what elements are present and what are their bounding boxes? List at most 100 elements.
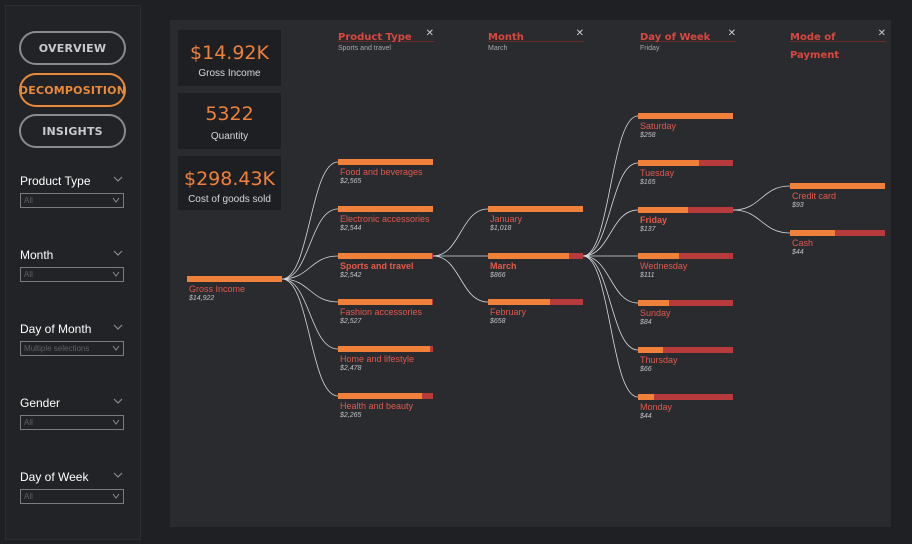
- close-icon[interactable]: ✕: [877, 28, 886, 39]
- slicer-dropdown[interactable]: All: [20, 193, 124, 208]
- node-label: Gross Income: [189, 284, 246, 294]
- node-label: Thursday: [640, 355, 678, 365]
- node-bar-fill: [638, 347, 663, 353]
- chevron-down-icon[interactable]: [112, 470, 124, 480]
- kpi-label: Gross Income: [198, 68, 261, 79]
- tree-link: [432, 255, 489, 303]
- node-value: $2,544: [340, 225, 362, 232]
- level-header-month[interactable]: Month ✕: [488, 27, 584, 43]
- slicer-dropdown[interactable]: Multiple selections: [20, 341, 124, 356]
- node-bar-fill: [638, 113, 733, 119]
- node-bar: [638, 253, 733, 259]
- node-value: $2,265: [340, 412, 362, 419]
- tree-link: [582, 255, 639, 351]
- chevron-down-icon[interactable]: [112, 396, 124, 406]
- slicer-label: Product Type: [20, 174, 91, 188]
- close-icon[interactable]: ✕: [425, 28, 434, 39]
- node-bar: [338, 159, 433, 165]
- node-label: February: [490, 307, 527, 317]
- tree-link: [281, 278, 339, 350]
- node-value: $866: [490, 272, 506, 279]
- insights-button[interactable]: INSIGHTS: [19, 114, 126, 148]
- tree-link: [582, 255, 639, 398]
- node-label: Food and beverages: [340, 167, 423, 177]
- node-bar: [338, 299, 433, 305]
- close-icon[interactable]: ✕: [575, 28, 584, 39]
- level-title: Day of Week: [640, 32, 711, 43]
- tree-link: [582, 115, 639, 257]
- node-value: $658: [490, 318, 506, 325]
- level-title: Month: [488, 32, 524, 43]
- chevron-down-icon[interactable]: [112, 174, 124, 184]
- dropdown-arrow-icon: [112, 493, 120, 499]
- node-label: January: [490, 214, 523, 224]
- tree-connectors: [281, 115, 791, 398]
- node-value: $165: [640, 179, 656, 186]
- node-bar: [638, 347, 733, 353]
- slicer-dropdown[interactable]: All: [20, 489, 124, 504]
- node-bar: [638, 394, 733, 400]
- node-bar: [488, 299, 583, 305]
- slicer-dropdown[interactable]: All: [20, 415, 124, 430]
- node-value: $2,542: [340, 272, 362, 279]
- node-bar: [790, 183, 885, 189]
- tree-link: [281, 278, 339, 397]
- kpi-value: $14.92K: [190, 42, 269, 64]
- node-bar-fill: [488, 206, 583, 212]
- node-label: Sunday: [640, 308, 671, 318]
- node-bar: [488, 206, 583, 212]
- sidebar: OVERVIEW DECOMPOSITION INSIGHTS Product …: [5, 5, 141, 540]
- node-bar-fill: [790, 230, 835, 236]
- node-bar-fill: [488, 299, 550, 305]
- node-value: $93: [792, 202, 804, 209]
- slicer-label: Day of Week: [20, 470, 89, 484]
- slicer-value: All: [24, 418, 33, 427]
- slicer-label: Gender: [20, 396, 61, 410]
- decomposition-button[interactable]: DECOMPOSITION: [19, 73, 126, 107]
- node-bar-fill: [187, 276, 282, 282]
- tree-link: [432, 208, 489, 257]
- node-bar-fill: [638, 207, 688, 213]
- kpi-card-gross-income: $14.92K Gross Income: [178, 30, 281, 86]
- tree-link: [582, 209, 639, 257]
- tree-link: [281, 278, 339, 303]
- node-value: $44: [792, 249, 804, 256]
- tree-link: [582, 255, 639, 304]
- dropdown-arrow-icon: [112, 197, 120, 203]
- level-header-product-type[interactable]: Product Type ✕: [338, 27, 434, 43]
- node-bar-fill: [638, 394, 654, 400]
- level-selection: Friday: [640, 45, 660, 52]
- node-label: Saturday: [640, 121, 677, 131]
- kpi-value: 5322: [205, 103, 254, 125]
- node-label: Tuesday: [640, 168, 675, 178]
- level-title: Product Type: [338, 32, 412, 43]
- dropdown-arrow-icon: [112, 271, 120, 277]
- level-header-day-of-week[interactable]: Day of Week ✕: [640, 27, 736, 43]
- node-bar: [338, 253, 433, 259]
- node-bar: [638, 300, 733, 306]
- node-label: Health and beauty: [340, 401, 414, 411]
- node-bar-fill: [338, 253, 432, 259]
- node-bar-fill: [338, 346, 430, 352]
- node-bar-fill: [638, 160, 699, 166]
- level-selection: Sports and travel: [338, 45, 391, 52]
- level-header-mode-of-payment[interactable]: Mode of Payment ✕: [790, 27, 886, 61]
- node-value: $258: [640, 132, 656, 139]
- node-bar: [638, 207, 733, 213]
- slicer-dropdown[interactable]: All: [20, 267, 124, 282]
- kpi-label: Quantity: [210, 131, 249, 142]
- node-bar-fill: [488, 253, 569, 259]
- tree-link: [281, 208, 339, 280]
- kpi-value: $298.43K: [183, 168, 276, 190]
- level-selection: March: [488, 45, 508, 52]
- node-bar-fill: [338, 159, 433, 165]
- level-title: Mode of Payment: [790, 32, 840, 61]
- node-value: $44: [640, 413, 652, 420]
- overview-button[interactable]: OVERVIEW: [19, 31, 126, 65]
- chevron-down-icon[interactable]: [112, 248, 124, 258]
- node-label: Home and lifestyle: [340, 354, 415, 364]
- slicer-value: All: [24, 270, 33, 279]
- close-icon[interactable]: ✕: [727, 28, 736, 39]
- chevron-down-icon[interactable]: [112, 322, 124, 332]
- node-label: Friday: [640, 215, 668, 225]
